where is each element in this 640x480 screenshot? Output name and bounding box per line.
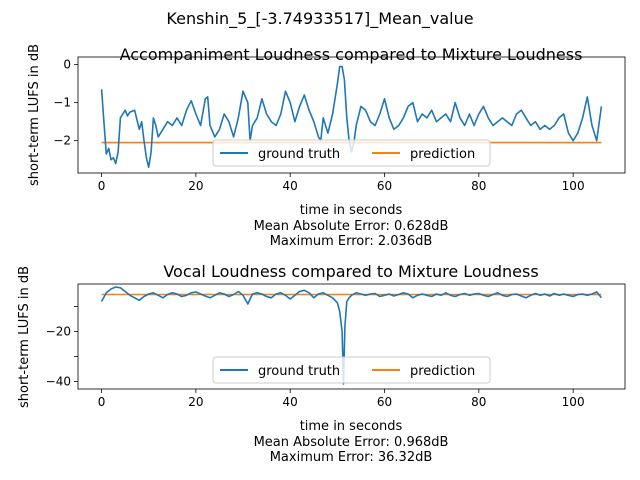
tick-group: 0 20 40 60 80 100 −20 −40 <box>46 306 585 409</box>
legend-label-prediction: prediction <box>410 364 475 379</box>
legend-box <box>212 356 491 384</box>
legend-box <box>212 139 491 167</box>
y-axis-label: short-term LUFS in dB <box>27 44 42 186</box>
x-tick-label: 80 <box>471 395 486 409</box>
tick-group: 0 20 40 60 80 100 0 −1 −2 <box>53 58 584 193</box>
x-tick-label: 60 <box>377 395 392 409</box>
accompaniment-panel: Accompaniment Loudness compared to Mixtu… <box>27 44 626 249</box>
panel-title: Vocal Loudness compared to Mixture Loudn… <box>163 262 538 281</box>
vocal-panel: Vocal Loudness compared to Mixture Loudn… <box>17 262 626 465</box>
mae-note: Mean Absolute Error: 0.968dB <box>254 435 449 450</box>
x-tick-label: 100 <box>562 179 585 193</box>
x-tick-label: 0 <box>98 395 106 409</box>
x-tick-label: 0 <box>98 179 106 193</box>
y-tick-label: 0 <box>63 58 71 72</box>
figure-suptitle: Kenshin_5_[-3.74933517]_Mean_value <box>166 9 473 29</box>
legend: ground truth prediction <box>212 139 491 167</box>
series-line-ground-truth <box>100 65 603 169</box>
x-tick-label: 40 <box>283 179 298 193</box>
x-axis-label: time in seconds <box>300 419 403 434</box>
x-axis-label: time in seconds <box>300 203 403 218</box>
legend-label-ground-truth: ground truth <box>258 364 340 379</box>
max-error-note: Maximum Error: 2.036dB <box>270 234 433 249</box>
y-tick-label: −1 <box>53 96 71 110</box>
mae-note: Mean Absolute Error: 0.628dB <box>254 219 449 234</box>
series-line-ground-truth <box>100 286 603 385</box>
max-error-note: Maximum Error: 36.32dB <box>270 450 433 465</box>
panel-title: Accompaniment Loudness compared to Mixtu… <box>120 45 583 64</box>
y-axis-label: short-term LUFS in dB <box>17 266 32 408</box>
legend-label-prediction: prediction <box>410 147 475 162</box>
legend-label-ground-truth: ground truth <box>258 147 340 162</box>
axes-frame <box>77 283 626 390</box>
x-tick-label: 60 <box>377 179 392 193</box>
x-tick-label: 100 <box>562 395 585 409</box>
y-tick-label: −2 <box>53 134 71 148</box>
x-tick-label: 80 <box>471 179 486 193</box>
axes-frame <box>77 56 626 174</box>
x-tick-label: 20 <box>188 179 203 193</box>
x-tick-label: 40 <box>283 395 298 409</box>
legend: ground truth prediction <box>212 356 491 384</box>
y-tick-label: −20 <box>46 325 71 339</box>
y-tick-label: −40 <box>46 375 71 389</box>
x-tick-label: 20 <box>188 395 203 409</box>
plot-area <box>100 286 603 385</box>
